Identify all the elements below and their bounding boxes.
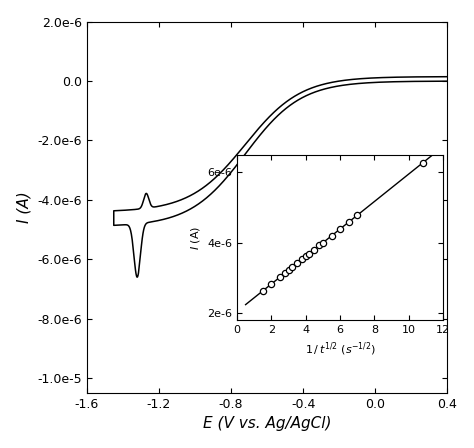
Y-axis label: $I\ \mathrm{(A)}$: $I\ \mathrm{(A)}$ bbox=[189, 225, 201, 250]
Y-axis label: I (A): I (A) bbox=[17, 191, 32, 223]
X-axis label: $1\,/\,t^{1/2}\ (s^{-1/2})$: $1\,/\,t^{1/2}\ (s^{-1/2})$ bbox=[305, 341, 375, 358]
X-axis label: E (V vs. Ag/AgCl): E (V vs. Ag/AgCl) bbox=[203, 416, 331, 431]
